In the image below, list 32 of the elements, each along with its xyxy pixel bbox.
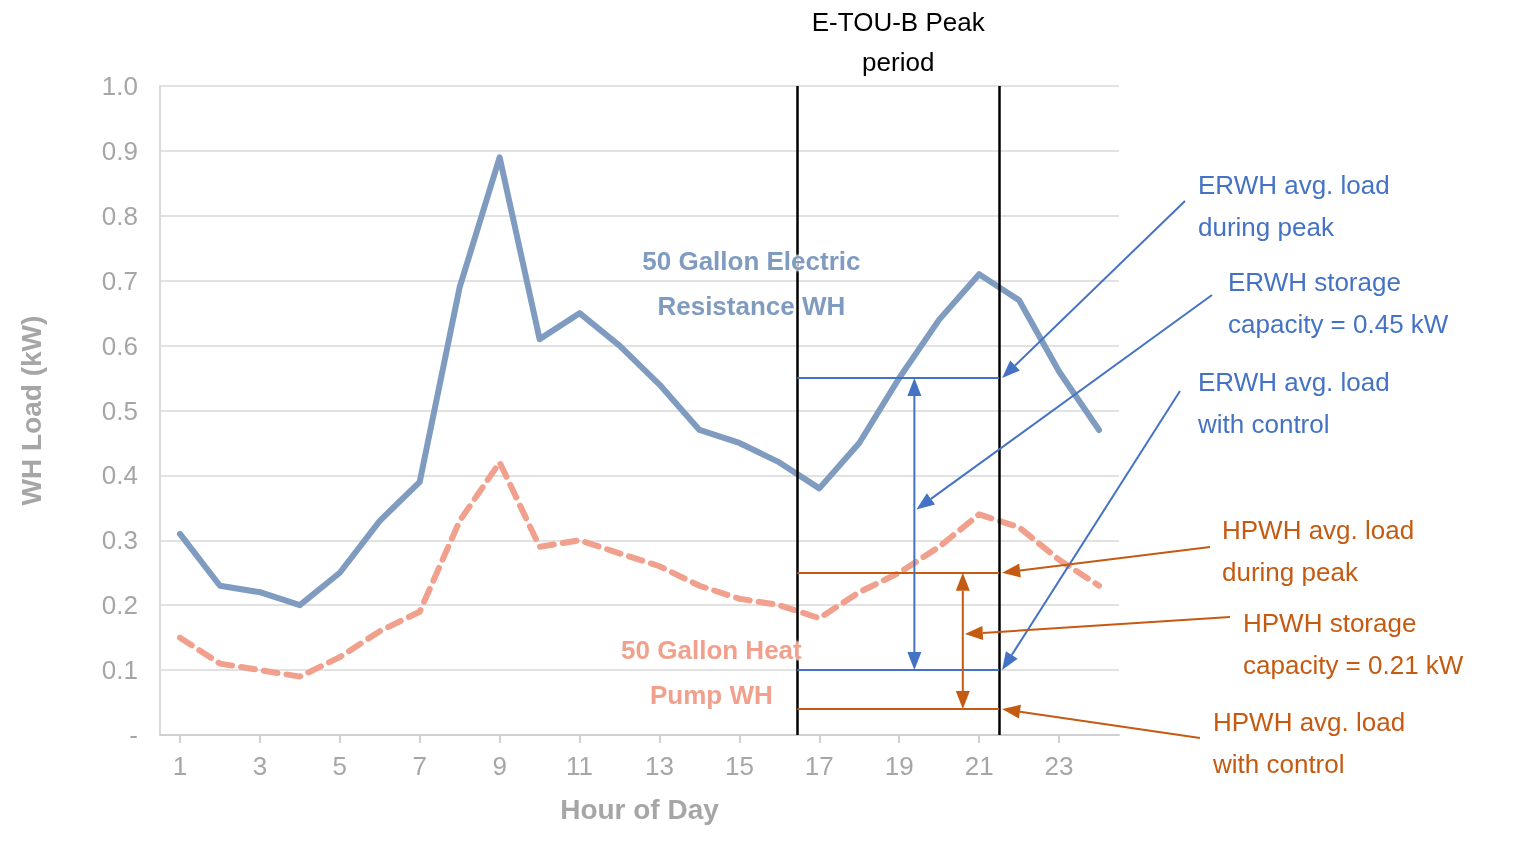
y-tick-label: 0.4 bbox=[101, 460, 138, 491]
y-tick-label: 0.1 bbox=[101, 655, 138, 686]
x-tick-label: 7 bbox=[412, 751, 427, 781]
ref-line-label: ERWH avg. load during peak bbox=[1198, 169, 1391, 244]
y-tick-label: 0.8 bbox=[101, 200, 138, 231]
x-tick-label: 5 bbox=[332, 751, 348, 781]
y-tick-label: 0.5 bbox=[101, 395, 138, 426]
ref-line-label: ERWH avg. load with control bbox=[1198, 366, 1391, 441]
x-tick-label: 23 bbox=[1044, 751, 1074, 781]
y-tick-label: - bbox=[129, 720, 138, 750]
x-tick-label: 15 bbox=[724, 751, 754, 781]
text: ERWH storage capacity = 0.45 kW bbox=[1228, 266, 1450, 341]
ref-line-label: HPWH avg. load during peak bbox=[1222, 514, 1416, 589]
y-axis-title: WH Load (kW) bbox=[15, 315, 47, 506]
x-tick-label: 13 bbox=[645, 751, 674, 781]
y-tick-label: 0.2 bbox=[101, 590, 138, 621]
text: HPWH storage capacity = 0.21 kW bbox=[1243, 607, 1465, 682]
y-tick-label: 0.7 bbox=[101, 265, 138, 296]
x-tick-label: 1 bbox=[172, 751, 188, 781]
y-tick-label: 0.6 bbox=[101, 330, 138, 361]
x-tick-label: 17 bbox=[804, 751, 834, 781]
ref-line-label: E-TOU-B Peak period bbox=[810, 6, 986, 79]
y-tick-label: 1.0 bbox=[101, 71, 138, 101]
y-tick-label: 0.9 bbox=[101, 135, 138, 166]
x-tick-label: 19 bbox=[884, 751, 914, 781]
x-axis-title: Hour of Day bbox=[560, 793, 720, 825]
ref-line-label: HPWH avg. load with control bbox=[1213, 706, 1407, 781]
x-tick-label: 21 bbox=[964, 751, 994, 781]
x-tick-label: 9 bbox=[492, 751, 507, 781]
x-tick-label: 3 bbox=[252, 751, 268, 781]
y-tick-label: 0.3 bbox=[101, 525, 138, 556]
x-tick-label: 11 bbox=[566, 751, 594, 781]
